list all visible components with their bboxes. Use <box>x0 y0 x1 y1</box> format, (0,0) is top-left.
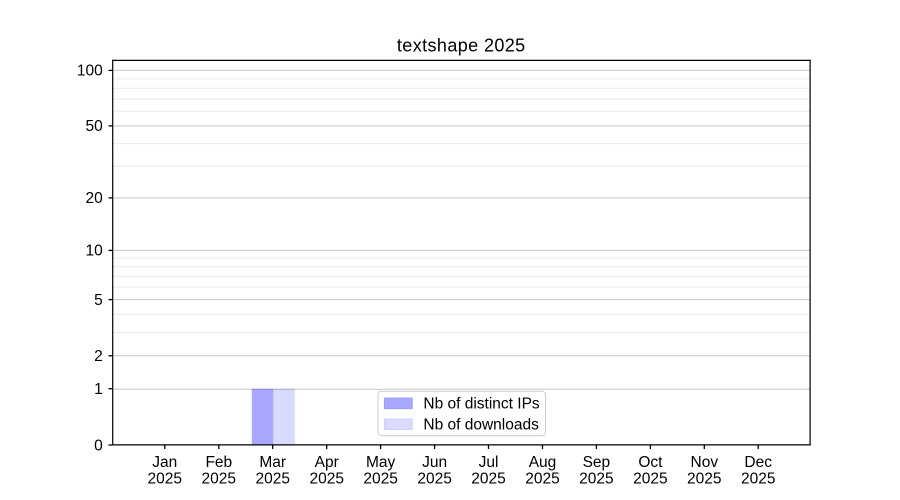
svg-text:50: 50 <box>86 118 104 135</box>
svg-text:2025: 2025 <box>525 471 559 488</box>
svg-text:2025: 2025 <box>255 471 289 488</box>
svg-text:2025: 2025 <box>741 471 775 488</box>
svg-text:Oct: Oct <box>638 454 663 471</box>
svg-text:Nb of downloads: Nb of downloads <box>423 417 539 434</box>
svg-text:Sep: Sep <box>583 454 611 471</box>
svg-text:2025: 2025 <box>202 471 236 488</box>
svg-text:2025: 2025 <box>363 471 397 488</box>
svg-text:2025: 2025 <box>633 471 667 488</box>
svg-text:2025: 2025 <box>579 471 613 488</box>
svg-text:2025: 2025 <box>309 471 343 488</box>
svg-text:2025: 2025 <box>148 471 182 488</box>
svg-text:Nb of distinct IPs: Nb of distinct IPs <box>423 396 540 413</box>
svg-text:2025: 2025 <box>471 471 505 488</box>
svg-text:2: 2 <box>94 348 103 365</box>
svg-text:10: 10 <box>86 243 104 260</box>
svg-text:textshape 2025: textshape 2025 <box>397 36 526 56</box>
svg-text:Jun: Jun <box>422 454 447 471</box>
svg-text:Nov: Nov <box>691 454 719 471</box>
svg-text:100: 100 <box>77 63 103 80</box>
svg-text:2025: 2025 <box>417 471 451 488</box>
svg-text:Mar: Mar <box>259 454 286 471</box>
svg-text:5: 5 <box>94 292 103 309</box>
svg-text:Jan: Jan <box>152 454 177 471</box>
svg-text:Feb: Feb <box>205 454 232 471</box>
svg-text:Aug: Aug <box>529 454 557 471</box>
svg-text:Apr: Apr <box>315 454 339 471</box>
svg-text:2025: 2025 <box>687 471 721 488</box>
svg-text:20: 20 <box>86 190 104 207</box>
svg-text:1: 1 <box>94 381 103 398</box>
svg-text:Jul: Jul <box>479 454 499 471</box>
svg-text:May: May <box>366 454 396 471</box>
svg-text:Dec: Dec <box>744 454 772 471</box>
svg-text:0: 0 <box>94 437 103 454</box>
